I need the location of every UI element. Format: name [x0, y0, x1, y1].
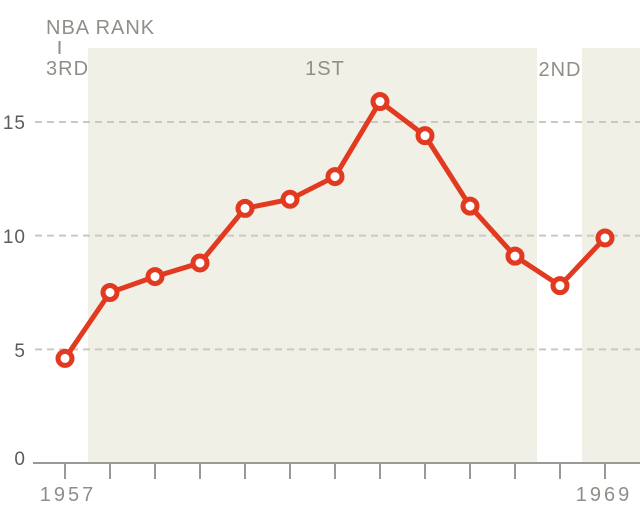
- y-tick-label-0: 0: [14, 449, 26, 470]
- data-point-1968: [550, 276, 570, 296]
- rank-period-bands: [87, 48, 640, 462]
- rank-band-1: [87, 48, 538, 462]
- data-point-1966: [460, 196, 480, 216]
- x-tick-label-1969: 1969: [576, 484, 633, 506]
- y-tick-label-5: 5: [14, 341, 26, 362]
- data-point-1960: [190, 253, 210, 273]
- data-point-1962: [280, 189, 300, 209]
- data-point-1957: [55, 348, 75, 368]
- y-tick-label-10: 10: [3, 227, 26, 248]
- data-point-1958: [100, 283, 120, 303]
- data-point-1969: [595, 228, 615, 248]
- data-series: [55, 92, 615, 368]
- data-point-1959: [145, 267, 165, 287]
- annotation-1st: 1ST: [305, 58, 345, 80]
- chart-title: NBA RANK: [46, 17, 155, 39]
- data-point-1961: [235, 198, 255, 218]
- data-point-1964: [370, 92, 390, 112]
- data-point-1967: [505, 246, 525, 266]
- annotation-3rd: 3RD: [46, 58, 89, 80]
- y-tick-label-15: 15: [3, 113, 26, 134]
- x-tick-label-1957: 1957: [40, 484, 97, 506]
- annotation-2nd: 2ND: [538, 59, 581, 81]
- gridlines: [35, 121, 640, 351]
- data-point-1965: [415, 126, 435, 146]
- data-point-1963: [325, 167, 345, 187]
- x-axis: [33, 462, 640, 479]
